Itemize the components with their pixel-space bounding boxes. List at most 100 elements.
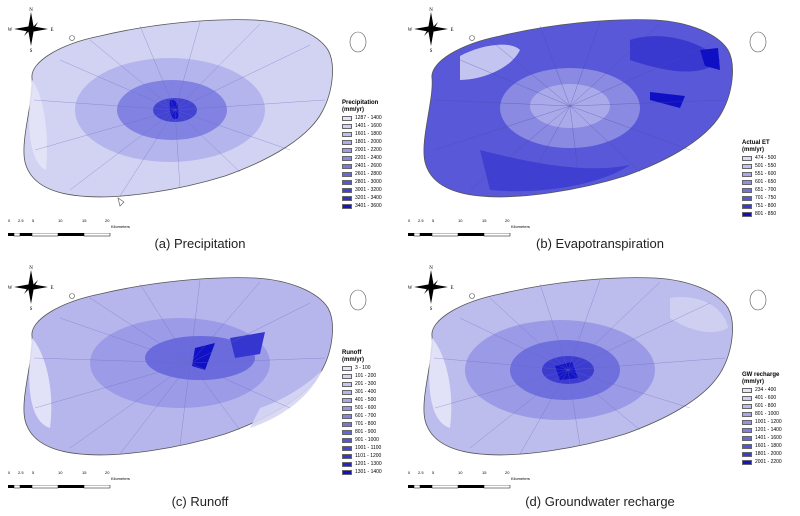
legend-swatch bbox=[742, 435, 752, 441]
legend-items: 234 - 400 401 - 600 601 - 800 801 - 1000 100… bbox=[742, 386, 782, 466]
scale-tick: 20 bbox=[105, 218, 110, 223]
legend-label: 651 - 700 bbox=[755, 187, 777, 193]
legend-swatch bbox=[742, 387, 752, 393]
scale-tick: 0 bbox=[8, 218, 11, 223]
legend-label: 2201 - 2400 bbox=[355, 155, 382, 161]
compass-n: N bbox=[29, 8, 33, 13]
legend-swatch bbox=[342, 429, 352, 435]
legend-row: 2001 - 2200 bbox=[342, 146, 382, 154]
legend-label: 1287 - 1400 bbox=[355, 115, 382, 121]
legend-label: 2001 - 2200 bbox=[755, 459, 782, 465]
legend-row: 1801 - 2000 bbox=[342, 138, 382, 146]
legend-label: 1001 - 1100 bbox=[355, 445, 382, 451]
island-group bbox=[423, 277, 767, 456]
legend-label: 1801 - 2000 bbox=[355, 139, 382, 145]
legend-row: 2601 - 2800 bbox=[342, 170, 382, 178]
legend-label: 801 - 1000 bbox=[755, 411, 779, 417]
legend-row: 601 - 800 bbox=[742, 402, 782, 410]
scale-unit: Kilometers bbox=[111, 476, 130, 481]
legend-label: 1301 - 1400 bbox=[355, 469, 382, 475]
watershed-lines bbox=[433, 21, 726, 197]
caption: (d) Groundwater recharge bbox=[525, 494, 675, 509]
legend-label: 2801 - 3000 bbox=[355, 179, 382, 185]
legend-label: 3001 - 3200 bbox=[355, 187, 382, 193]
legend-swatch bbox=[342, 381, 352, 387]
legend-row: 3001 - 3200 bbox=[342, 186, 382, 194]
legend-unit: (mm/yr) bbox=[742, 147, 765, 153]
legend-row: 751 - 800 bbox=[742, 202, 776, 210]
scale-bar-graphic bbox=[8, 232, 111, 237]
legend-label: 551 - 600 bbox=[755, 171, 777, 177]
legend: Actual ET (mm/yr) 474 - 500 501 - 550 551 … bbox=[742, 140, 776, 218]
legend-swatch bbox=[342, 155, 352, 161]
legend-swatch bbox=[742, 403, 752, 409]
small-islet bbox=[117, 197, 125, 207]
compass-e: E bbox=[50, 286, 53, 291]
legend-row: 1101 - 1200 bbox=[342, 452, 382, 460]
precipitation-map bbox=[23, 19, 367, 207]
legend-label: 3401 - 3600 bbox=[355, 203, 382, 209]
legend-label: 1101 - 1200 bbox=[355, 453, 382, 459]
legend-label: 2601 - 2800 bbox=[355, 171, 382, 177]
east-peak-et-patch bbox=[650, 92, 685, 108]
legend-swatch bbox=[342, 163, 352, 169]
legend-row: 601 - 650 bbox=[742, 178, 776, 186]
legend-swatch bbox=[342, 389, 352, 395]
legend-swatch bbox=[742, 155, 752, 161]
compass-w: W bbox=[8, 286, 13, 291]
scale-unit: Kilometers bbox=[111, 224, 130, 229]
compass-s: S bbox=[30, 49, 33, 52]
legend-swatch bbox=[742, 459, 752, 465]
scale-tick: 15 bbox=[82, 470, 87, 475]
legend-swatch bbox=[342, 397, 352, 403]
island-group bbox=[423, 19, 767, 198]
legend-title: GW recharge bbox=[742, 372, 780, 378]
legend-items: 3 - 100 101 - 200 201 - 300 301 - 400 401 - … bbox=[342, 364, 382, 476]
legend-label: 201 - 300 bbox=[355, 381, 377, 387]
scale-tick: 10 bbox=[458, 470, 463, 475]
scale-tick: 20 bbox=[505, 470, 510, 475]
legend-row: 2401 - 2600 bbox=[342, 162, 382, 170]
legend-row: 601 - 700 bbox=[342, 412, 382, 420]
small-islet bbox=[469, 35, 475, 41]
legend-swatch bbox=[742, 395, 752, 401]
runoff-peak-patch bbox=[192, 343, 215, 370]
compass-w: W bbox=[8, 28, 13, 33]
compass-e: E bbox=[450, 28, 453, 33]
legend-swatch bbox=[342, 179, 352, 185]
legend-label: 601 - 800 bbox=[755, 403, 777, 409]
north-arrow-icon: N S E W bbox=[8, 8, 54, 52]
legend-label: 1601 - 1800 bbox=[355, 131, 382, 137]
scale-unit: Kilometers bbox=[511, 224, 530, 229]
watershed-lines bbox=[433, 279, 726, 455]
panel-runoff: N S E W Runoff (mm/yr) 3 - 100 101 - 200 2… bbox=[0, 258, 400, 516]
small-islet bbox=[749, 289, 767, 311]
northwest-coastal-zone bbox=[460, 44, 520, 80]
legend-swatch bbox=[342, 421, 352, 427]
compass-e: E bbox=[50, 28, 53, 33]
legend-row: 801 - 1000 bbox=[742, 410, 782, 418]
west-low-zone bbox=[29, 338, 52, 428]
scale-bar-graphic bbox=[408, 232, 511, 237]
legend-label: 1201 - 1300 bbox=[355, 461, 382, 467]
legend-label: 601 - 700 bbox=[355, 413, 377, 419]
legend-swatch bbox=[742, 195, 752, 201]
legend: Precipitation (mm/yr) 1287 - 1400 1401 - … bbox=[342, 100, 382, 210]
legend-swatch bbox=[742, 443, 752, 449]
legend-swatch bbox=[342, 115, 352, 121]
legend-swatch bbox=[342, 437, 352, 443]
west-low-zone bbox=[429, 338, 452, 428]
legend-row: 401 - 500 bbox=[342, 396, 382, 404]
watershed-lines bbox=[33, 279, 326, 455]
legend-row: 1301 - 1400 bbox=[342, 468, 382, 476]
compass-n: N bbox=[29, 266, 33, 271]
scale-tick: 2.5 bbox=[418, 218, 424, 223]
legend-row: 1001 - 1100 bbox=[342, 444, 382, 452]
legend-row: 651 - 700 bbox=[742, 186, 776, 194]
legend-row: 1801 - 2000 bbox=[742, 450, 782, 458]
legend-swatch bbox=[742, 427, 752, 433]
legend-swatch bbox=[342, 187, 352, 193]
scale-tick: 15 bbox=[482, 470, 487, 475]
compass-s: S bbox=[430, 307, 433, 310]
legend-row: 1401 - 1600 bbox=[342, 122, 382, 130]
